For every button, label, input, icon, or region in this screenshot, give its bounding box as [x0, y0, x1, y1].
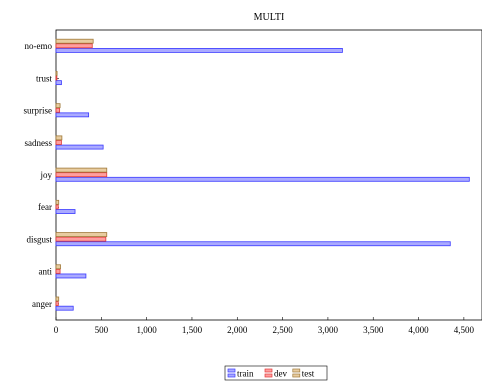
- bar-dev-surprise: [55, 107, 61, 113]
- bar-test-fear: [55, 199, 60, 205]
- legend-swatch-train: [227, 373, 236, 378]
- bar-train-anti: [55, 273, 87, 279]
- bar-test-surprise: [55, 103, 61, 109]
- bar-test-disgust: [55, 232, 108, 237]
- bar-test-anger: [55, 296, 60, 302]
- x-axis-ticks: 0 500 1,000 1,500 2,000 2,500 3,000 3,500 4,000 4…: [54, 317, 475, 335]
- x-tick-label: 500: [95, 325, 109, 335]
- legend-label-dev: dev: [274, 369, 287, 379]
- bar-train-no-emo: [55, 48, 343, 53]
- x-tick-label: 4,500: [454, 325, 475, 335]
- bar-dev-trust: [55, 75, 58, 81]
- legend-swatch-dev: [264, 373, 273, 378]
- legend-swatch-dev: [264, 368, 273, 373]
- y-tick-label: disgust: [26, 234, 52, 244]
- x-tick-label: 3,500: [363, 325, 384, 335]
- bar-train-fear: [55, 209, 76, 214]
- bar-test-no-emo: [55, 38, 94, 44]
- bar-test-sadness: [55, 135, 63, 141]
- bar-dev-fear: [55, 204, 59, 210]
- y-tick-label: no-emo: [25, 41, 53, 51]
- y-tick-label: anti: [39, 267, 53, 277]
- bar-test-joy: [55, 167, 108, 173]
- y-tick-label: surprise: [24, 106, 53, 116]
- bar-train-sadness: [55, 144, 104, 150]
- legend-label-test: test: [302, 369, 315, 379]
- legend-swatch-test: [292, 373, 301, 378]
- bars: [55, 38, 470, 311]
- bar-train-trust: [55, 80, 62, 86]
- x-tick-label: 4,000: [408, 325, 429, 335]
- bar-train-anger: [55, 305, 74, 311]
- x-tick-label: 2,000: [227, 325, 248, 335]
- y-tick-label: trust: [36, 73, 53, 83]
- bar-dev-anger: [55, 301, 59, 306]
- bar-dev-joy: [55, 172, 108, 178]
- bar-train-disgust: [55, 241, 451, 247]
- x-tick-label: 3,000: [318, 325, 339, 335]
- legend: train dev test: [224, 365, 328, 381]
- bar-train-surprise: [55, 112, 90, 118]
- y-tick-label: sadness: [25, 138, 53, 148]
- bar-dev-disgust: [55, 236, 107, 242]
- x-tick-label: 1,500: [182, 325, 203, 335]
- x-tick-label: 1,000: [137, 325, 158, 335]
- bar-train-joy: [55, 176, 470, 182]
- plot-frame: [55, 29, 482, 321]
- legend-swatch-train: [227, 368, 236, 373]
- y-tick-label: anger: [32, 299, 52, 309]
- legend-swatch-test: [292, 368, 301, 373]
- y-tick-label: joy: [39, 170, 52, 180]
- chart-title: MULTI: [254, 12, 285, 23]
- bar-dev-anti: [55, 268, 61, 274]
- legend-box: [224, 365, 328, 381]
- bar-test-trust: [55, 71, 58, 76]
- y-axis-labels: no-emo trust surprise sadness joy fear disgust…: [24, 41, 59, 309]
- x-tick-label: 2,500: [272, 325, 293, 335]
- x-tick-label: 0: [54, 325, 59, 335]
- bar-dev-no-emo: [55, 43, 93, 49]
- bar-test-anti: [55, 264, 61, 270]
- legend-label-train: train: [237, 369, 254, 379]
- y-tick-label: fear: [38, 202, 52, 212]
- bar-dev-sadness: [55, 140, 62, 145]
